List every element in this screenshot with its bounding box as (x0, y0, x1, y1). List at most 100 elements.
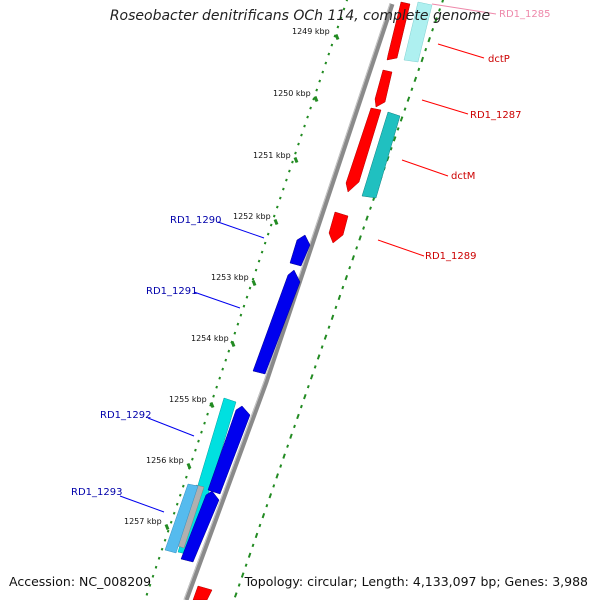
track-dot (334, 305, 338, 310)
track-dot (244, 563, 248, 567)
track-dot (272, 484, 276, 488)
gene-arrow-offscreen[interactable] (192, 585, 213, 601)
track-dot (434, 17, 438, 23)
track-dot (258, 523, 262, 528)
track-dot (410, 87, 414, 92)
accession-label: Accession: NC_008209 (9, 574, 152, 589)
track-dot (282, 187, 285, 191)
track-dot (306, 384, 310, 389)
track-dot (261, 512, 266, 519)
track-dot (315, 88, 319, 92)
track-dot (330, 43, 334, 47)
genome-title: Roseobacter denitrificans OCh 114, compl… (109, 8, 491, 24)
gene-label-dctm[interactable]: dctM (451, 171, 475, 182)
track-dot (278, 196, 282, 200)
track-dot (289, 433, 293, 439)
track-dot (224, 358, 228, 362)
track-dot (306, 115, 309, 119)
gene-arrow-rd1-1291[interactable] (252, 269, 301, 375)
track-dot (417, 67, 421, 72)
track-dot (279, 464, 283, 468)
track-dot (424, 47, 428, 52)
track-dot (299, 404, 303, 409)
track-dot (169, 520, 173, 524)
track-dot (248, 286, 252, 290)
gene-label-dctp[interactable]: dctP (488, 54, 510, 65)
major-tick (334, 33, 340, 41)
forward-strand (192, 1, 433, 601)
track-dot (339, 16, 343, 20)
track-dot (203, 421, 206, 425)
track-dot (236, 322, 240, 326)
gene-label-rd1-1293[interactable]: RD1_1293 (71, 487, 122, 498)
gene-arrow-rd1-1289[interactable] (328, 211, 349, 244)
gene-arrow-dctp[interactable] (374, 69, 393, 108)
gene-label-rd1-1291[interactable]: RD1_1291 (146, 286, 197, 297)
track-dot (263, 241, 267, 245)
cds-rd1-1292-lightblue[interactable] (164, 483, 199, 554)
track-dot (175, 502, 179, 506)
track-dot (303, 124, 306, 128)
track-dot (181, 484, 185, 488)
cds-dctm[interactable] (361, 111, 401, 199)
gene-label-rd1-1285[interactable]: RD1_1285 (499, 9, 550, 20)
track-dot (330, 314, 335, 321)
reverse-strand (164, 234, 311, 563)
track-dot (206, 412, 209, 416)
track-dot (254, 268, 258, 272)
track-dot (191, 457, 194, 461)
track-dot (320, 345, 324, 349)
track-dot (351, 255, 355, 261)
track-dot (257, 259, 261, 263)
track-dot (275, 473, 279, 479)
track-dot (145, 592, 149, 596)
gene-arrow-rd1-1290[interactable] (289, 234, 311, 267)
track-dot (309, 106, 312, 110)
outer-dotted-track (233, 0, 445, 598)
gene-label-rd1-1290[interactable]: RD1_1290 (170, 215, 221, 226)
major-tick (186, 462, 192, 470)
track-dot (293, 424, 296, 429)
track-dot (275, 205, 279, 209)
track-dot (251, 277, 255, 281)
track-dot (212, 394, 215, 398)
track-dot (200, 430, 203, 434)
gene-arrow-rd1-1293[interactable] (180, 490, 220, 563)
track-dot (327, 52, 331, 56)
track-dot (215, 385, 218, 389)
major-tick (293, 156, 299, 164)
gene-arrow-rd1-1285[interactable] (386, 1, 411, 61)
track-dot (337, 294, 342, 301)
ruler-label: 1250 kbp (273, 89, 311, 98)
track-dot (272, 214, 276, 218)
track-dot (148, 583, 152, 587)
label-connectors (119, 3, 497, 513)
track-dot (194, 448, 197, 452)
track-dot (303, 393, 307, 400)
gene-arrow-rd1-1292[interactable] (207, 405, 251, 495)
track-dot (345, 0, 349, 2)
track-dot (157, 556, 161, 560)
track-dot (358, 235, 362, 241)
cds-rd1-1285[interactable] (403, 1, 433, 63)
ruler-label: 1253 kbp (211, 273, 249, 282)
major-tick (230, 340, 236, 348)
track-dot (163, 538, 167, 542)
track-dot (227, 349, 231, 353)
track-dot (237, 583, 241, 587)
track-dot (309, 374, 314, 380)
track-dot (323, 334, 328, 340)
gene-arrow-rd1-1287[interactable] (345, 107, 382, 193)
gene-label-rd1-1287[interactable]: RD1_1287 (470, 110, 521, 121)
gene-label-rd1-1292[interactable]: RD1_1292 (100, 410, 151, 421)
track-dot (239, 313, 243, 317)
track-dot (341, 285, 345, 290)
track-dot (240, 572, 245, 578)
inner-dotted-track (145, 0, 349, 596)
track-dot (312, 97, 315, 101)
gene-label-rd1-1289[interactable]: RD1_1289 (425, 251, 476, 262)
kbp-major-ticks (164, 33, 340, 531)
track-dot (233, 592, 238, 598)
